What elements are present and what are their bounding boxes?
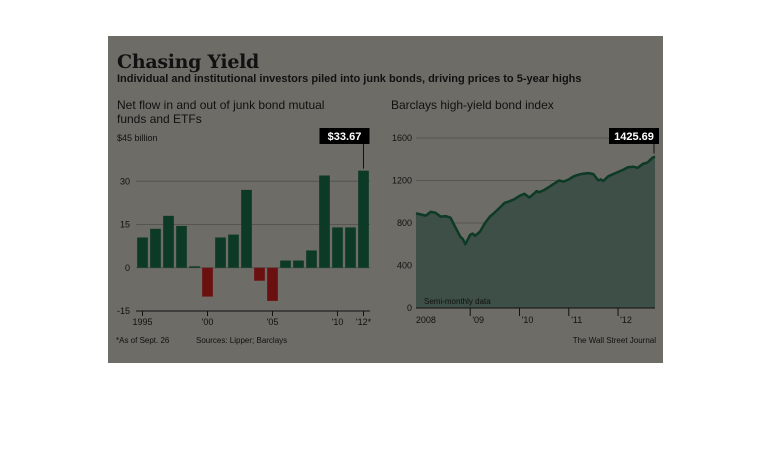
bar — [137, 237, 148, 268]
right-callout-box — [609, 128, 659, 144]
left-ytick-label: 0 — [125, 263, 130, 273]
right-ytick-label: 400 — [397, 261, 412, 271]
right-xtick-label: 2008 — [416, 315, 436, 325]
bar — [241, 189, 252, 268]
bar — [228, 234, 239, 268]
bar — [176, 225, 187, 268]
chart-figure: Chasing Yield Individual and institution… — [108, 36, 663, 363]
right-ytick-label: 0 — [407, 303, 412, 313]
right-ytick-label: 1200 — [392, 176, 412, 186]
right-xtick-label: '12 — [620, 315, 632, 325]
left-chart-title-line2: funds and ETFs — [117, 112, 202, 126]
bar — [267, 267, 278, 301]
right-area-fill — [416, 156, 655, 308]
left-ytick-label: -15 — [117, 306, 130, 316]
bar — [345, 227, 356, 268]
page-subtitle: Individual and institutional investors p… — [117, 73, 582, 85]
right-annotation: Semi-monthly data — [424, 297, 491, 306]
left-callout-box — [319, 128, 370, 144]
bar — [215, 237, 226, 268]
page-title: Chasing Yield — [117, 51, 260, 73]
right-series-line — [415, 155, 656, 246]
bar — [150, 228, 161, 268]
bar — [202, 267, 213, 297]
right-chart-title: Barclays high-yield bond index — [391, 98, 554, 112]
footnote: *As of Sept. 26 — [116, 336, 170, 345]
right-ytick-label: 800 — [397, 218, 412, 228]
left-xtick-label: '05 — [267, 317, 279, 327]
bar — [358, 170, 369, 268]
bar — [189, 266, 200, 268]
right-xtick-label: '10 — [522, 315, 534, 325]
left-callout-label: $33.67 — [328, 131, 362, 143]
left-ytick-label: 15 — [120, 220, 130, 230]
bar — [163, 215, 174, 268]
bar — [254, 267, 265, 281]
sources: Sources: Lipper; Barclays — [196, 336, 287, 345]
left-ytick-label: 30 — [120, 176, 130, 186]
left-unit-label: $45 billion — [117, 133, 158, 143]
bar — [280, 260, 291, 268]
right-xtick-label: '11 — [571, 315, 582, 325]
bar — [293, 260, 304, 268]
left-xtick-label: '10 — [332, 317, 344, 327]
right-area-chart: 1600 1200 800 400 0 2008 '09 '10 '11 '12 Semi-mont… — [392, 128, 659, 325]
right-ytick-label: 1600 — [392, 133, 412, 143]
bar — [332, 227, 343, 268]
bar — [319, 175, 330, 268]
left-xtick-label: '00 — [202, 317, 214, 327]
left-chart-title: Net flow in and out of junk bond mutual — [117, 98, 324, 112]
right-xtick-label: '09 — [472, 315, 484, 325]
chart-svg: Net flow in and out of junk bond mutual … — [116, 98, 659, 345]
left-xtick-label: 1995 — [132, 317, 152, 327]
credit: The Wall Street Journal — [573, 336, 657, 345]
left-xtick-label: '12* — [356, 317, 372, 327]
bar — [306, 250, 317, 268]
right-callout-label: 1425.69 — [614, 131, 654, 143]
